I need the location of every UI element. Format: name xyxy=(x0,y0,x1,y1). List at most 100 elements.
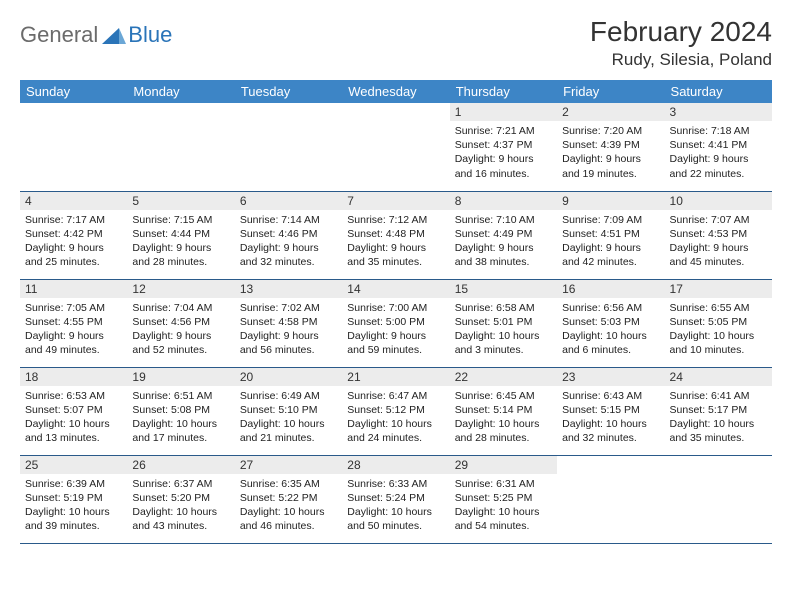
day-details: Sunrise: 7:02 AMSunset: 4:58 PMDaylight:… xyxy=(235,298,342,362)
detail-line: Sunrise: 7:20 AM xyxy=(562,124,659,138)
weekday-header: Tuesday xyxy=(235,80,342,103)
detail-line: Sunset: 5:03 PM xyxy=(562,315,659,329)
detail-line: Sunset: 5:24 PM xyxy=(347,491,444,505)
weekday-header: Thursday xyxy=(450,80,557,103)
detail-line: Daylight: 9 hours xyxy=(670,241,767,255)
detail-line: Sunrise: 6:58 AM xyxy=(455,301,552,315)
detail-line: Sunset: 5:05 PM xyxy=(670,315,767,329)
day-number: 7 xyxy=(342,192,449,210)
day-number: 18 xyxy=(20,368,127,386)
day-number: 11 xyxy=(20,280,127,298)
detail-line: Sunrise: 6:53 AM xyxy=(25,389,122,403)
detail-line: and 39 minutes. xyxy=(25,519,122,533)
detail-line: Daylight: 10 hours xyxy=(132,505,229,519)
detail-line: Daylight: 9 hours xyxy=(347,241,444,255)
calendar-week-row: 11Sunrise: 7:05 AMSunset: 4:55 PMDayligh… xyxy=(20,279,772,367)
detail-line: Sunrise: 7:10 AM xyxy=(455,213,552,227)
calendar-cell: 11Sunrise: 7:05 AMSunset: 4:55 PMDayligh… xyxy=(20,279,127,367)
day-number: 5 xyxy=(127,192,234,210)
detail-line: Daylight: 10 hours xyxy=(25,505,122,519)
detail-line: and 38 minutes. xyxy=(455,255,552,269)
day-details: Sunrise: 6:53 AMSunset: 5:07 PMDaylight:… xyxy=(20,386,127,450)
day-details: Sunrise: 7:20 AMSunset: 4:39 PMDaylight:… xyxy=(557,121,664,185)
day-details: Sunrise: 7:04 AMSunset: 4:56 PMDaylight:… xyxy=(127,298,234,362)
calendar-cell: 22Sunrise: 6:45 AMSunset: 5:14 PMDayligh… xyxy=(450,367,557,455)
detail-line: Daylight: 9 hours xyxy=(240,241,337,255)
detail-line: and 35 minutes. xyxy=(347,255,444,269)
location-text: Rudy, Silesia, Poland xyxy=(590,50,772,70)
detail-line: and 10 minutes. xyxy=(670,343,767,357)
day-number: 8 xyxy=(450,192,557,210)
day-details: Sunrise: 6:58 AMSunset: 5:01 PMDaylight:… xyxy=(450,298,557,362)
detail-line: Sunrise: 6:51 AM xyxy=(132,389,229,403)
detail-line: Daylight: 10 hours xyxy=(240,505,337,519)
detail-line: Sunset: 4:41 PM xyxy=(670,138,767,152)
detail-line: and 24 minutes. xyxy=(347,431,444,445)
detail-line: Daylight: 10 hours xyxy=(132,417,229,431)
detail-line: Sunset: 5:12 PM xyxy=(347,403,444,417)
calendar-table: SundayMondayTuesdayWednesdayThursdayFrid… xyxy=(20,80,772,544)
detail-line: Daylight: 10 hours xyxy=(670,329,767,343)
detail-line: Daylight: 10 hours xyxy=(455,417,552,431)
detail-line: Sunrise: 7:07 AM xyxy=(670,213,767,227)
calendar-cell: 7Sunrise: 7:12 AMSunset: 4:48 PMDaylight… xyxy=(342,191,449,279)
calendar-cell: 6 Sunrise: 7:14 AMSunset: 4:46 PMDaylight… xyxy=(235,191,342,279)
detail-line: Sunrise: 6:41 AM xyxy=(670,389,767,403)
detail-line: Sunset: 4:46 PM xyxy=(240,227,337,241)
detail-line: Sunrise: 6:43 AM xyxy=(562,389,659,403)
detail-line: Sunrise: 7:02 AM xyxy=(240,301,337,315)
detail-line: and 13 minutes. xyxy=(25,431,122,445)
calendar-cell: 5Sunrise: 7:15 AMSunset: 4:44 PMDaylight… xyxy=(127,191,234,279)
detail-line: Sunset: 4:51 PM xyxy=(562,227,659,241)
day-details: Sunrise: 7:00 AMSunset: 5:00 PMDaylight:… xyxy=(342,298,449,362)
day-number: 6 xyxy=(235,192,342,210)
detail-line: Sunrise: 6:39 AM xyxy=(25,477,122,491)
detail-line: Sunrise: 6:47 AM xyxy=(347,389,444,403)
day-details: Sunrise: 7:17 AMSunset: 4:42 PMDaylight:… xyxy=(20,210,127,274)
logo-text-general: General xyxy=(20,22,98,48)
detail-line: Sunset: 5:15 PM xyxy=(562,403,659,417)
day-details: Sunrise: 6:49 AMSunset: 5:10 PMDaylight:… xyxy=(235,386,342,450)
logo: General Blue xyxy=(20,16,172,48)
detail-line: and 49 minutes. xyxy=(25,343,122,357)
detail-line: Sunset: 5:10 PM xyxy=(240,403,337,417)
day-number: 14 xyxy=(342,280,449,298)
day-details: Sunrise: 6:56 AMSunset: 5:03 PMDaylight:… xyxy=(557,298,664,362)
detail-line: and 50 minutes. xyxy=(347,519,444,533)
detail-line: and 43 minutes. xyxy=(132,519,229,533)
day-details: Sunrise: 6:33 AMSunset: 5:24 PMDaylight:… xyxy=(342,474,449,538)
calendar-cell: 12Sunrise: 7:04 AMSunset: 4:56 PMDayligh… xyxy=(127,279,234,367)
day-number: 27 xyxy=(235,456,342,474)
day-details: Sunrise: 7:18 AMSunset: 4:41 PMDaylight:… xyxy=(665,121,772,185)
day-number: 4 xyxy=(20,192,127,210)
detail-line: and 3 minutes. xyxy=(455,343,552,357)
day-number: 12 xyxy=(127,280,234,298)
day-details: Sunrise: 6:31 AMSunset: 5:25 PMDaylight:… xyxy=(450,474,557,538)
calendar-cell: 18Sunrise: 6:53 AMSunset: 5:07 PMDayligh… xyxy=(20,367,127,455)
day-number: 26 xyxy=(127,456,234,474)
detail-line: Sunset: 5:17 PM xyxy=(670,403,767,417)
detail-line: and 35 minutes. xyxy=(670,431,767,445)
calendar-cell: 28Sunrise: 6:33 AMSunset: 5:24 PMDayligh… xyxy=(342,455,449,543)
detail-line: Sunset: 4:39 PM xyxy=(562,138,659,152)
calendar-cell: 25Sunrise: 6:39 AMSunset: 5:19 PMDayligh… xyxy=(20,455,127,543)
detail-line: Sunrise: 7:17 AM xyxy=(25,213,122,227)
day-number: 10 xyxy=(665,192,772,210)
calendar-cell xyxy=(235,103,342,191)
detail-line: Daylight: 9 hours xyxy=(25,329,122,343)
detail-line: Sunrise: 6:55 AM xyxy=(670,301,767,315)
detail-line: Sunrise: 6:56 AM xyxy=(562,301,659,315)
detail-line: Sunrise: 6:35 AM xyxy=(240,477,337,491)
detail-line: Sunrise: 6:49 AM xyxy=(240,389,337,403)
detail-line: Daylight: 9 hours xyxy=(25,241,122,255)
calendar-cell: 4Sunrise: 7:17 AMSunset: 4:42 PMDaylight… xyxy=(20,191,127,279)
day-number: 25 xyxy=(20,456,127,474)
detail-line: Sunset: 4:55 PM xyxy=(25,315,122,329)
calendar-cell: 14Sunrise: 7:00 AMSunset: 5:00 PMDayligh… xyxy=(342,279,449,367)
calendar-cell: 21Sunrise: 6:47 AMSunset: 5:12 PMDayligh… xyxy=(342,367,449,455)
detail-line: and 54 minutes. xyxy=(455,519,552,533)
calendar-cell: 15Sunrise: 6:58 AMSunset: 5:01 PMDayligh… xyxy=(450,279,557,367)
detail-line: Sunset: 4:42 PM xyxy=(25,227,122,241)
detail-line: Sunrise: 7:14 AM xyxy=(240,213,337,227)
calendar-header-row: SundayMondayTuesdayWednesdayThursdayFrid… xyxy=(20,80,772,103)
